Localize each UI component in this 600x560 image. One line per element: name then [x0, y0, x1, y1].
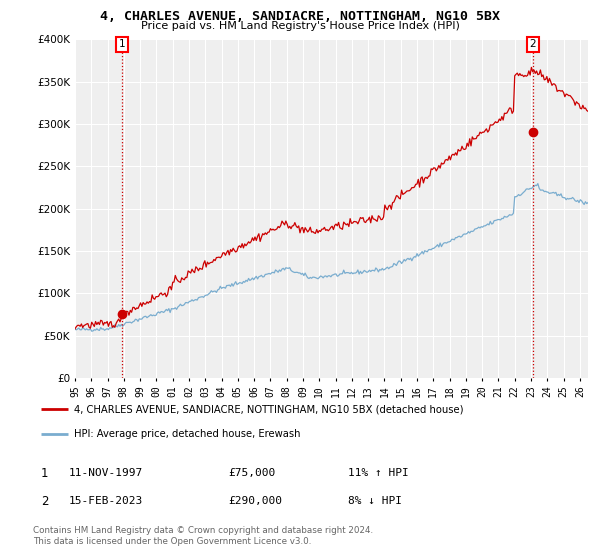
Text: £290,000: £290,000 — [228, 496, 282, 506]
Text: 1: 1 — [118, 39, 125, 49]
Text: 15-FEB-2023: 15-FEB-2023 — [69, 496, 143, 506]
Text: £75,000: £75,000 — [228, 468, 275, 478]
Text: 4, CHARLES AVENUE, SANDIACRE, NOTTINGHAM, NG10 5BX (detached house): 4, CHARLES AVENUE, SANDIACRE, NOTTINGHAM… — [74, 404, 463, 414]
Text: 8% ↓ HPI: 8% ↓ HPI — [348, 496, 402, 506]
Text: 2: 2 — [41, 494, 48, 508]
Text: 11% ↑ HPI: 11% ↑ HPI — [348, 468, 409, 478]
Text: Price paid vs. HM Land Registry's House Price Index (HPI): Price paid vs. HM Land Registry's House … — [140, 21, 460, 31]
Text: 2: 2 — [530, 39, 536, 49]
Text: HPI: Average price, detached house, Erewash: HPI: Average price, detached house, Erew… — [74, 430, 300, 439]
Text: 11-NOV-1997: 11-NOV-1997 — [69, 468, 143, 478]
Text: 4, CHARLES AVENUE, SANDIACRE, NOTTINGHAM, NG10 5BX: 4, CHARLES AVENUE, SANDIACRE, NOTTINGHAM… — [100, 10, 500, 23]
Text: 1: 1 — [41, 466, 48, 480]
Text: Contains HM Land Registry data © Crown copyright and database right 2024.
This d: Contains HM Land Registry data © Crown c… — [33, 526, 373, 546]
